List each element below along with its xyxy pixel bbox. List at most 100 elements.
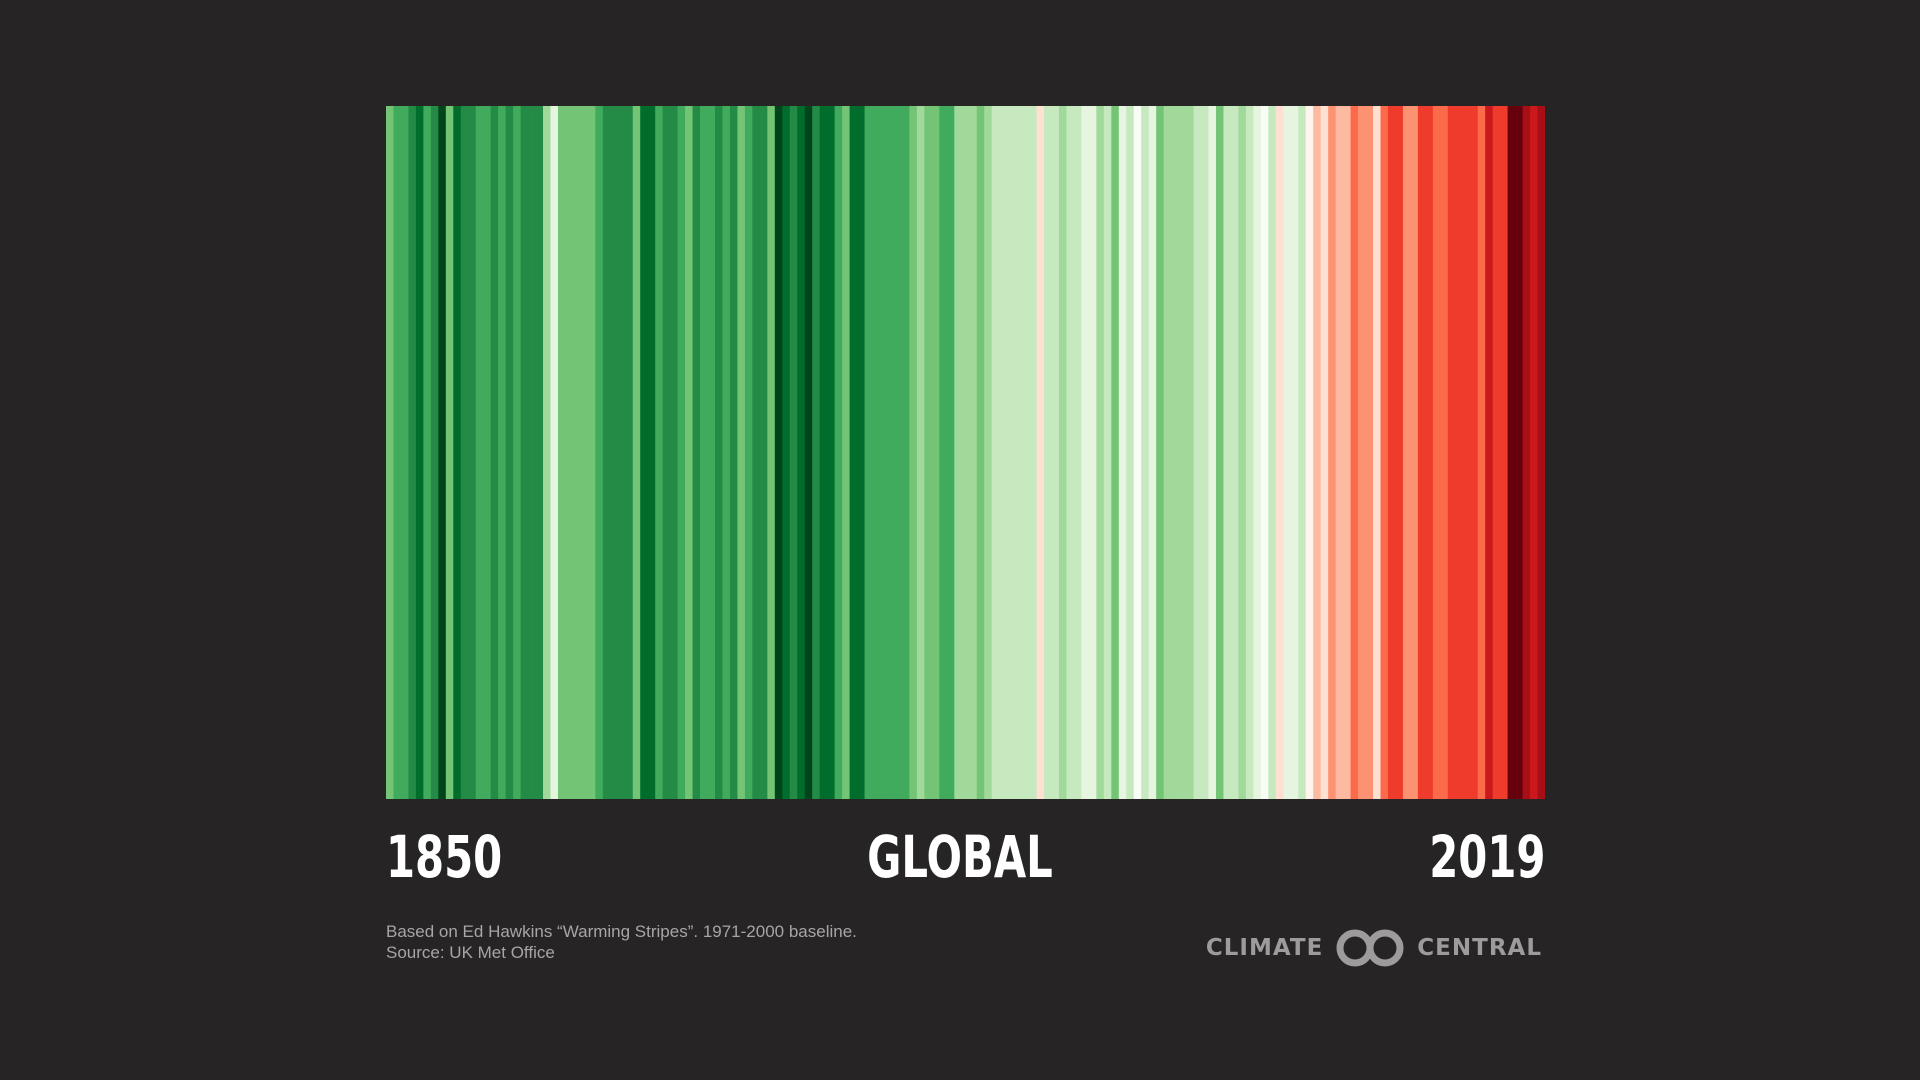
end-year-label: 2019 [1428,823,1545,891]
stripe-1909 [827,106,836,799]
stripe-1958 [1193,106,1202,799]
stripe-1956 [1178,106,1187,799]
stripe-1871 [543,106,552,799]
stripe-1863 [483,106,492,799]
stripe-1960 [1208,106,1217,799]
stripe-1930 [984,106,993,799]
stripe-1923 [931,106,940,799]
stripe-1855 [423,106,432,799]
stripe-1922 [924,106,933,799]
stripe-1857 [438,106,447,799]
stripe-1873 [557,106,567,799]
stripe-1899 [752,106,761,799]
stripe-1995 [1470,106,1479,799]
stripe-1939 [1051,106,1060,799]
stripe-1945 [1096,106,1105,799]
stripe-1973 [1305,106,1314,799]
stripe-2001 [1515,106,1524,799]
stripe-1986 [1402,106,1412,799]
stripe-1989 [1425,106,1434,799]
climate-central-logo: CLIMATE CENTRAL [1206,928,1542,968]
stripe-1879 [602,106,611,799]
stripe-1883 [632,106,641,799]
stripe-1862 [475,106,484,799]
stripe-1943 [1081,106,1090,799]
stripe-1917 [886,106,896,799]
stripe-1966 [1253,106,1262,799]
warming-stripes-chart [386,106,1545,799]
stripe-1911 [842,106,851,799]
stripe-1948 [1118,106,1127,799]
stripe-1983 [1380,106,1389,799]
stripe-1867 [513,106,522,799]
stripe-1925 [946,106,955,799]
stripe-1998 [1492,106,1501,799]
stripe-1965 [1245,106,1254,799]
stripe-1868 [520,106,529,799]
stripe-1969 [1275,106,1284,799]
stripe-1900 [759,106,768,799]
stripe-1905 [797,106,806,799]
stripe-1977 [1335,106,1344,799]
source-note: Source: UK Met Office [386,943,555,962]
stripe-1885 [647,106,656,799]
stripe-1872 [550,106,559,799]
stripe-1992 [1447,106,1456,799]
stripe-1860 [460,106,469,799]
stripe-1916 [879,106,888,799]
stripe-1962 [1223,106,1232,799]
stripe-1882 [625,106,634,799]
stripe-1987 [1410,106,1419,799]
stripe-1865 [498,106,507,799]
stripe-1926 [954,106,963,799]
stripe-2000 [1507,106,1516,799]
stripe-1931 [991,106,1000,799]
stripe-1955 [1171,106,1180,799]
stripe-1978 [1343,106,1352,799]
stripe-1957 [1186,106,1195,799]
stripe-1874 [565,106,574,799]
stripe-1877 [587,106,596,799]
stripe-1896 [729,106,739,799]
stripe-1854 [415,106,424,799]
stripe-1990 [1432,106,1441,799]
start-year-label: 1850 [386,823,503,891]
stripe-1937 [1036,106,1045,799]
stripe-1950 [1133,106,1142,799]
stripe-1910 [834,106,843,799]
stripe-1942 [1073,106,1082,799]
stripe-1861 [468,106,477,799]
stripe-1913 [857,106,866,799]
stripe-1994 [1462,106,1471,799]
stripe-1893 [707,106,716,799]
logo-word-right: CENTRAL [1417,935,1542,961]
stripe-1859 [453,106,462,799]
stripe-1946 [1103,106,1112,799]
stripe-1852 [400,106,410,799]
stripe-1963 [1230,106,1240,799]
stripe-1864 [490,106,499,799]
stripe-1976 [1328,106,1337,799]
stripe-1870 [535,106,544,799]
stripe-1920 [909,106,918,799]
stripe-1889 [677,106,686,799]
stripe-1919 [901,106,911,799]
interlocking-circles-icon [1336,929,1404,967]
stripe-1988 [1417,106,1426,799]
stripe-1928 [969,106,978,799]
stripe-1935 [1021,106,1030,799]
stripe-1951 [1141,106,1150,799]
stripe-1940 [1058,106,1068,799]
stripe-1985 [1395,106,1404,799]
stripe-1953 [1156,106,1165,799]
stripe-1959 [1201,106,1210,799]
stripe-1982 [1373,106,1382,799]
stripe-1887 [662,106,671,799]
stripe-1880 [610,106,619,799]
stripe-1936 [1029,106,1038,799]
logo-word-left: CLIMATE [1205,935,1324,961]
stripe-1891 [692,106,701,799]
stripe-1997 [1485,106,1494,799]
stripe-1858 [445,106,454,799]
